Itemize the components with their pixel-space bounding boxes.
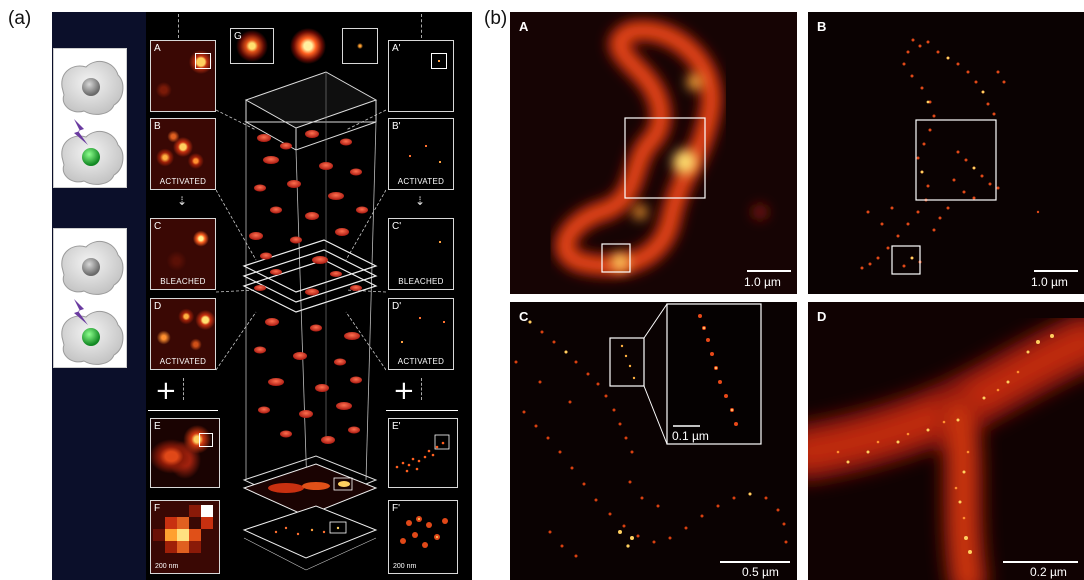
cell-cartoon-top (61, 60, 124, 185)
cell-card-top (53, 48, 127, 188)
subpanel-caption: ACTIVATED (159, 177, 207, 186)
subpanel-d-prime: D' ACTIVATED (388, 298, 454, 370)
subpanel-label: A' (392, 43, 401, 54)
zoom-image-c (514, 303, 788, 558)
roi-box (431, 53, 447, 69)
scale-bar (1003, 561, 1078, 563)
molecule-blobs (249, 130, 368, 444)
sum-line-left (148, 410, 218, 411)
subpanel-f: F 200 nm (150, 500, 220, 574)
scale-bar (1034, 270, 1078, 272)
diffraction-limited-image (553, 18, 768, 278)
scale-bar-label: 0.5 µm (742, 565, 779, 579)
localization-map (395, 434, 450, 473)
scale-bar (747, 270, 791, 272)
sum-line-right (386, 410, 458, 411)
dotted-indicator-left (178, 14, 179, 38)
part-a-letter: (a) (8, 8, 32, 29)
subpanel-e-prime: E' (388, 418, 458, 488)
image-panel-a: A 1.0 µm (510, 12, 797, 294)
scale-bar-label: 1.0 µm (1031, 275, 1068, 289)
subpanel-c: C BLEACHED (150, 218, 216, 290)
plus-symbol-right: + (393, 376, 415, 406)
zoom-image-d (808, 312, 1084, 580)
dotted-indicator (183, 378, 184, 400)
bolt-icon (74, 119, 88, 145)
super-resolution-image (860, 38, 1040, 275)
subpanel-a: A (150, 40, 216, 112)
pixelated-spot (151, 501, 219, 573)
subpanel-label: G (234, 31, 242, 42)
subpanel-label: B (154, 121, 161, 132)
cell-cartoon-bottom (61, 240, 124, 365)
psf-image (286, 28, 330, 64)
subpanel-a-prime: A' (388, 40, 454, 112)
panel-label: C (519, 309, 529, 324)
image-panel-c: C 0.1 µm 0.5 µm (510, 302, 797, 580)
plus-symbol-left: + (155, 376, 177, 406)
subpanel-label: E (154, 421, 161, 432)
subpanel-b-prime: B' ACTIVATED (388, 118, 454, 190)
subpanel-label: E' (392, 421, 401, 432)
part-b-letter: (b) (484, 8, 508, 29)
scale-label: 200 nm (155, 563, 179, 570)
localized-point (342, 28, 378, 64)
arrow-down-icon: ⇣ (415, 194, 426, 208)
subpanel-caption: ACTIVATED (159, 357, 207, 366)
image-panel-b: B 1.0 µm (808, 12, 1084, 294)
subpanel-b: B ACTIVATED (150, 118, 216, 190)
panel-label: B (817, 19, 827, 34)
subpanel-caption: BLEACHED (398, 277, 444, 286)
subpanel-c-prime: C' BLEACHED (388, 218, 454, 290)
image-panel-d: D 0.2 µm (808, 302, 1084, 580)
bolt-icon (74, 299, 88, 325)
roi-box (195, 53, 211, 69)
inset-scale-label: 0.1 µm (672, 429, 709, 443)
subpanel-label: C' (392, 221, 402, 232)
cell-card-bottom (53, 228, 127, 368)
subpanel-label: C (154, 221, 162, 232)
subpanel-d: D ACTIVATED (150, 298, 216, 370)
scale-bar (720, 561, 790, 563)
scale-bar-label: 0.2 µm (1030, 565, 1067, 579)
subpanel-f-prime: F' 200 nm (388, 500, 458, 574)
subpanel-label: D' (392, 301, 402, 312)
subpanel-caption: ACTIVATED (397, 177, 445, 186)
subpanel-label: F' (392, 503, 401, 514)
stack-3d (216, 71, 386, 571)
subpanel-caption: BLEACHED (160, 277, 206, 286)
dotted-indicator (421, 378, 422, 400)
panel-label: A (519, 19, 529, 34)
subpanel-label: D (154, 301, 162, 312)
subpanel-label: A (154, 43, 161, 54)
subpanel-caption: ACTIVATED (397, 357, 445, 366)
scale-bar-label: 1.0 µm (744, 275, 781, 289)
subpanel-g: G (230, 28, 274, 64)
roi-box (199, 433, 213, 447)
panel-label: D (817, 309, 827, 324)
zoom-localizations (400, 516, 448, 548)
scale-label: 200 nm (393, 563, 417, 570)
subpanel-e: E (150, 418, 220, 488)
arrow-down-icon: ⇣ (177, 194, 188, 208)
subpanel-label: F (154, 503, 161, 514)
dotted-indicator-right (421, 14, 422, 38)
localized-point (438, 60, 440, 62)
subpanel-label: B' (392, 121, 401, 132)
